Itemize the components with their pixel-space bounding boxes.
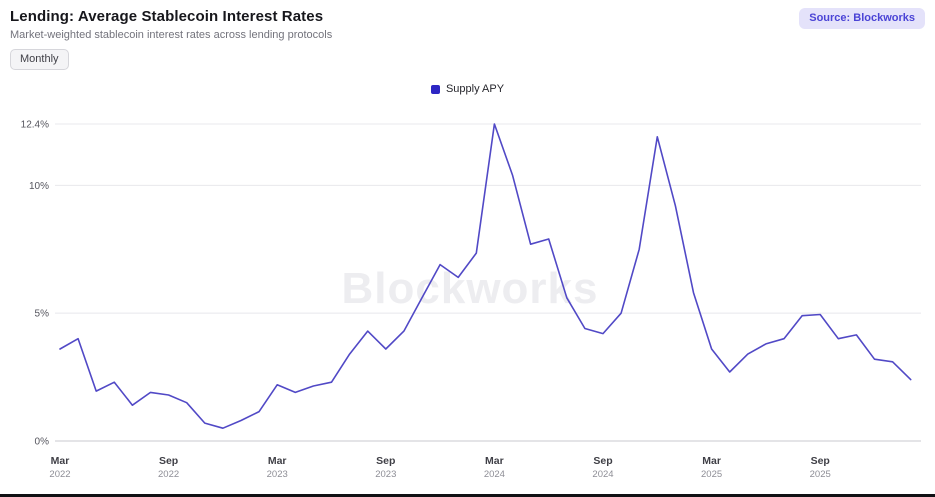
x-axis-month-label: Sep — [811, 455, 830, 467]
y-axis-label-12.4%: 12.4% — [21, 120, 49, 131]
frequency-monthly-button[interactable]: Monthly — [10, 49, 69, 70]
page-subtitle: Market-weighted stablecoin interest rate… — [10, 29, 333, 41]
supply-apy-line — [59, 123, 912, 430]
x-axis-year-label: 2025 — [810, 469, 831, 480]
page-title: Lending: Average Stablecoin Interest Rat… — [10, 8, 324, 25]
x-axis-year-label: 2024 — [484, 469, 505, 480]
supply-apy-chart-svg: Blockworks 0% 5% 10% 12.4% Mar 2022 Sep 2022 Mar 2… — [21, 120, 921, 480]
y-axis-label-10%: 10% — [29, 181, 49, 192]
x-axis-year-label: 2022 — [158, 469, 179, 480]
x-axis-year-label: 2023 — [267, 469, 288, 480]
x-axis-month-label: Mar — [51, 455, 70, 467]
x-axis-year-label: 2022 — [49, 469, 70, 480]
source-badge[interactable]: Source: Blockworks — [799, 8, 925, 29]
x-axis-year-label: 2025 — [701, 469, 722, 480]
x-axis-month-label: Mar — [485, 455, 504, 467]
x-axis-month-label: Sep — [593, 455, 612, 467]
x-axis-year-label: 2023 — [375, 469, 396, 480]
x-axis-month-label: Mar — [702, 455, 721, 467]
supply-apy-legend-label: Supply APY — [445, 83, 505, 95]
y-axis-label-0%: 0% — [35, 437, 50, 448]
x-axis-year-label: 2024 — [592, 469, 613, 480]
window-bottom-edge — [0, 494, 935, 497]
line-chart: Blockworks 0% 5% 10% 12.4% Mar 2022 Sep 2022 Mar 2… — [0, 100, 935, 494]
x-axis-month-label: Sep — [376, 455, 395, 467]
supply-apy-legend-marker-icon — [430, 84, 440, 94]
blockworks-watermark: Blockworks — [342, 264, 599, 313]
chart-legend: Supply APY — [0, 83, 935, 95]
x-axis-month-label: Mar — [268, 455, 287, 467]
y-axis-label-5%: 5% — [35, 309, 50, 320]
x-axis-month-label: Sep — [159, 455, 178, 467]
